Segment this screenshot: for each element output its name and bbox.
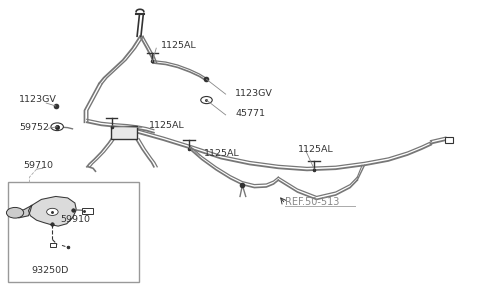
Text: 1125AL: 1125AL [298, 145, 333, 154]
Text: 93250D: 93250D [32, 266, 69, 275]
Text: 1123GV: 1123GV [19, 94, 57, 103]
Text: 1125AL: 1125AL [161, 41, 197, 50]
Circle shape [47, 208, 58, 215]
Text: 1125AL: 1125AL [204, 149, 240, 159]
Text: 59752: 59752 [19, 123, 49, 132]
Text: REF.50-513: REF.50-513 [286, 197, 340, 207]
Bar [50, 243, 56, 247]
Polygon shape [28, 196, 76, 226]
Circle shape [6, 207, 24, 218]
Text: 1125AL: 1125AL [149, 121, 185, 130]
Text: 45771: 45771 [235, 109, 265, 118]
Text: 59910: 59910 [60, 215, 91, 224]
Polygon shape [11, 205, 32, 218]
Bar [82, 208, 93, 214]
Bar [445, 136, 454, 143]
Text: 1123GV: 1123GV [235, 89, 273, 98]
Bar [8, 181, 140, 283]
Circle shape [51, 123, 63, 131]
Circle shape [201, 97, 212, 104]
Text: 59710: 59710 [24, 161, 54, 170]
Bar [111, 126, 137, 139]
